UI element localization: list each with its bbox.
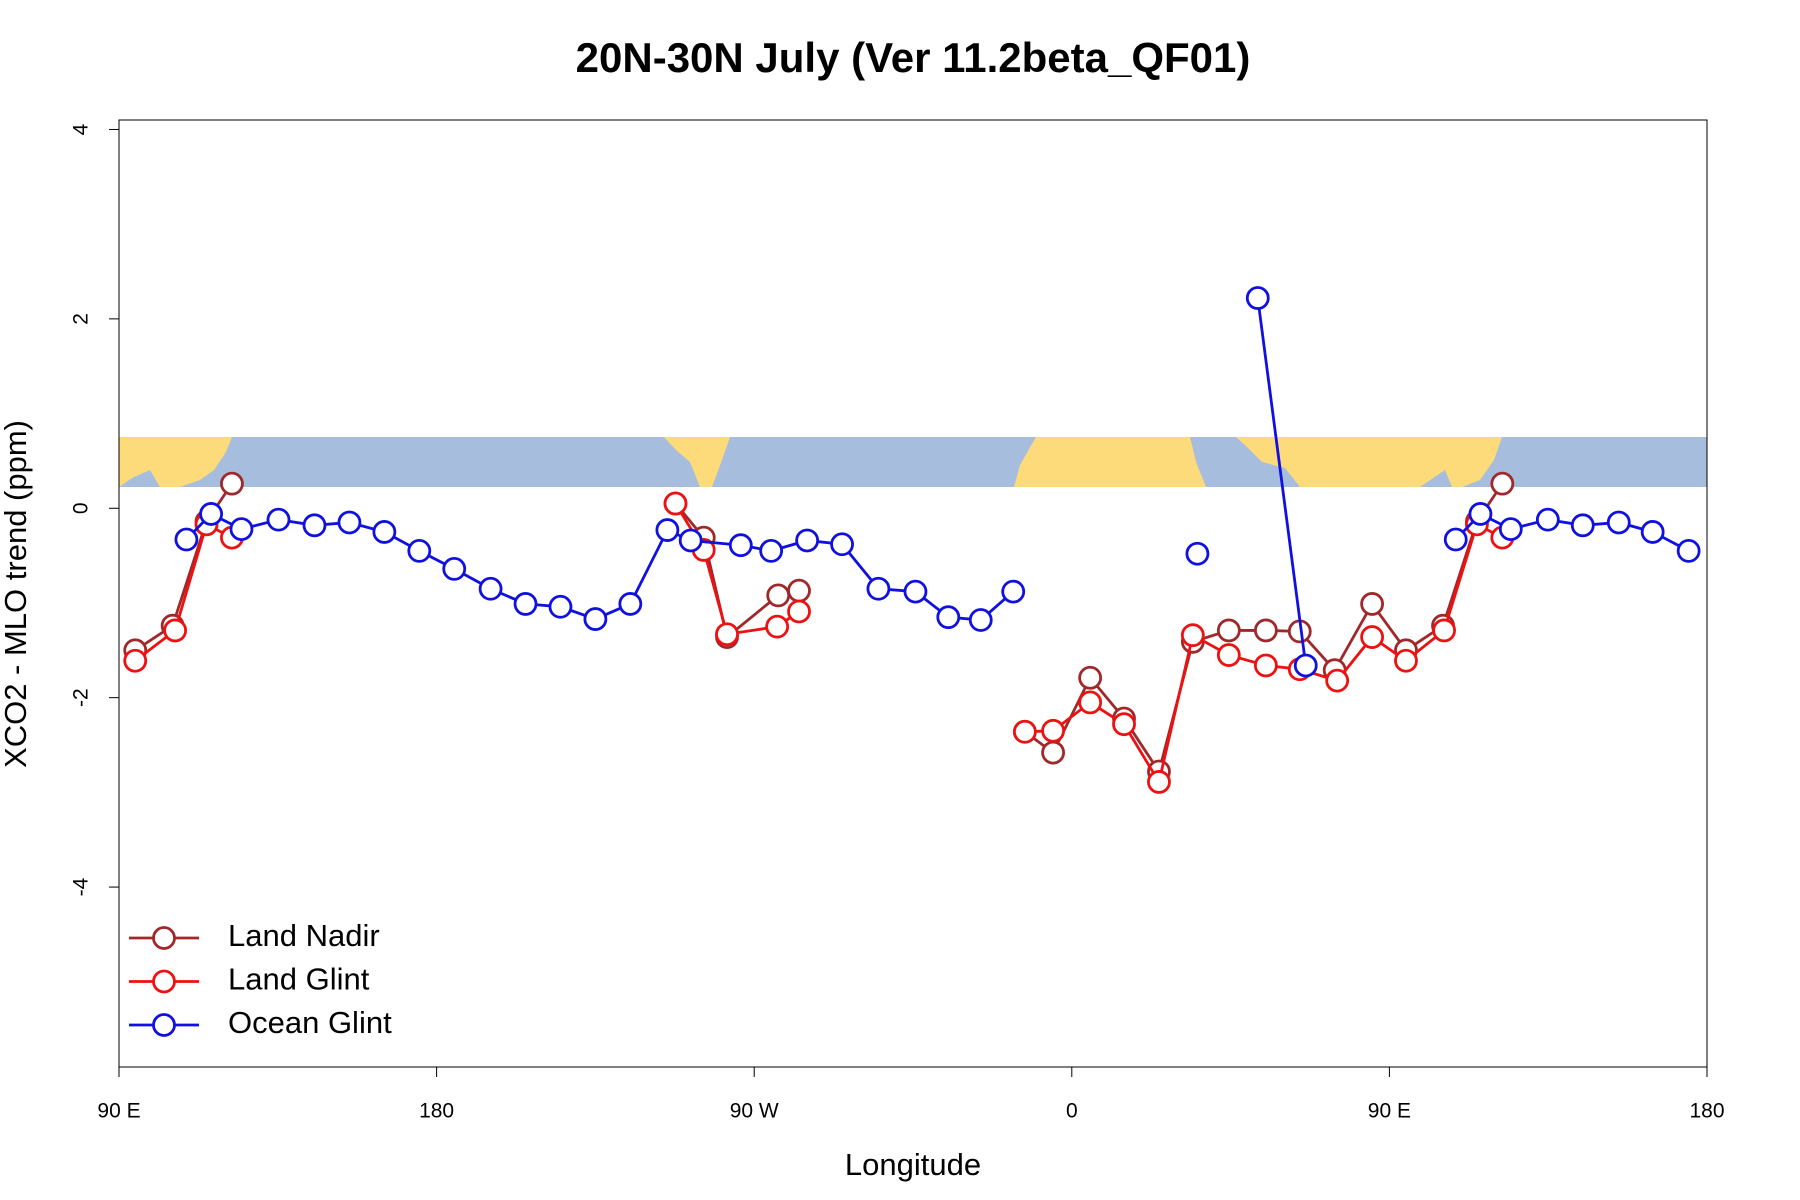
data-point [715, 622, 739, 647]
data-point [1253, 653, 1278, 678]
data-point [337, 510, 362, 535]
data-point [618, 592, 643, 616]
data-point [199, 502, 224, 526]
legend-swatch [152, 969, 176, 994]
y-tick-label: 0 [70, 502, 93, 514]
data-point [1360, 592, 1385, 616]
data-point [548, 594, 573, 619]
data-point [787, 578, 811, 603]
x-tick-label: 90 W [730, 1100, 779, 1123]
x-tick-label: 180 [419, 1100, 454, 1123]
data-point [765, 614, 790, 639]
data-point [728, 533, 753, 558]
data-point [1041, 718, 1065, 743]
land [1236, 437, 1502, 487]
data-point [1147, 770, 1171, 794]
data-point [1570, 513, 1595, 538]
data-point [1245, 286, 1270, 310]
plot-frame [118, 119, 1708, 1068]
x-tick-label: 0 [1066, 1100, 1078, 1123]
data-point [407, 538, 432, 563]
data-point [583, 607, 608, 631]
data-point [478, 576, 503, 601]
data-point [1112, 712, 1136, 737]
data-point [220, 471, 244, 496]
y-tick-label: 2 [70, 313, 93, 325]
x-tick-label: 180 [1689, 1100, 1724, 1123]
x-tick-label: 90 E [1368, 1100, 1411, 1123]
data-point [513, 592, 538, 616]
data-point [1432, 618, 1456, 643]
data-point [1216, 618, 1241, 643]
data-point [1535, 507, 1560, 532]
data-point [442, 556, 467, 581]
legend-swatch [152, 926, 176, 950]
map-band [119, 437, 1707, 487]
data-point [1293, 653, 1318, 678]
data-point [1001, 579, 1026, 604]
data-point [678, 528, 703, 553]
data-point [1253, 618, 1278, 643]
data-point [795, 528, 820, 553]
data-point [663, 491, 688, 516]
land [664, 437, 730, 487]
data-point [903, 579, 928, 604]
data-point [1443, 527, 1468, 552]
data-point [766, 583, 791, 608]
data-point [163, 618, 188, 643]
data-point [968, 608, 993, 632]
data-point [1676, 538, 1701, 563]
data-point [1360, 625, 1385, 649]
data-point [1180, 623, 1205, 648]
data-point [229, 517, 254, 542]
x-axis-label: Longitude [845, 1147, 981, 1182]
x-tick-label: 90 E [97, 1100, 140, 1123]
data-point [1041, 740, 1065, 765]
data-point [1394, 648, 1418, 673]
data-point [655, 518, 680, 542]
legend-label: Land Glint [228, 962, 370, 997]
data-point [830, 532, 854, 557]
data-point [123, 648, 148, 673]
data-point [759, 538, 784, 563]
data-point [1216, 643, 1241, 667]
data-point [266, 507, 291, 532]
data-point [1012, 719, 1037, 744]
legend-label: Land Nadir [228, 918, 380, 953]
data-point [787, 599, 811, 624]
legend-swatch [152, 1013, 176, 1037]
chart-title: 20N-30N July (Ver 11.2beta_QF01) [576, 34, 1251, 81]
data-point [302, 513, 327, 538]
data-point [174, 527, 199, 552]
land [1014, 437, 1206, 487]
y-tick-label: 4 [70, 123, 93, 135]
data-point [866, 576, 891, 601]
data-point [1606, 510, 1631, 535]
data-point [372, 520, 397, 544]
land [119, 437, 232, 487]
data-point [1325, 668, 1350, 693]
data-point [1498, 517, 1523, 542]
legend-label: Ocean Glint [228, 1005, 392, 1040]
data-point [1490, 471, 1515, 496]
data-point [1078, 690, 1103, 715]
data-point [936, 605, 961, 630]
y-tick-label: -2 [70, 688, 93, 707]
y-axis-label: XCO2 - MLO trend (ppm) [0, 420, 33, 768]
data-point [1078, 665, 1103, 690]
data-point [1640, 520, 1665, 544]
data-point [1185, 541, 1210, 566]
y-tick-label: -4 [70, 877, 93, 896]
data-point [1468, 502, 1493, 526]
